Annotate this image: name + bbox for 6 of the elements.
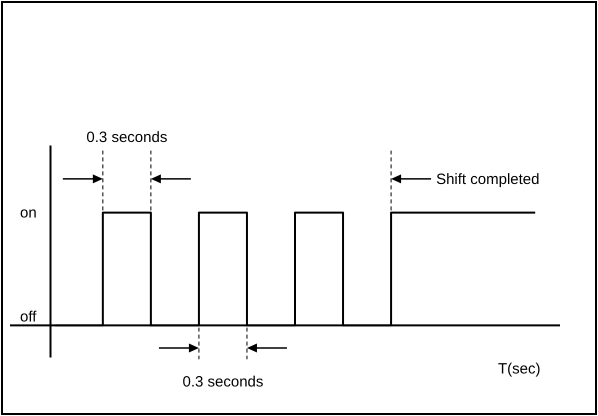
- text: 0.3 seconds: [182, 373, 264, 390]
- x-axis-title: T(sec): [498, 360, 540, 378]
- annotation: on: [20, 204, 37, 222]
- text: Shift completed: [436, 170, 540, 188]
- text: 0.3 seconds: [86, 129, 168, 146]
- annotation: off: [20, 308, 38, 326]
